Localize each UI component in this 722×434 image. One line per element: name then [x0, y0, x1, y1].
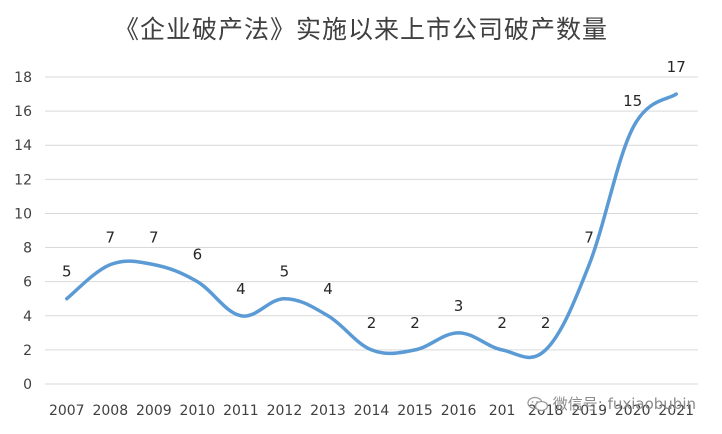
y-tick-label: 14	[14, 138, 32, 154]
x-tick-label: 2021	[658, 403, 694, 419]
y-tick-label: 18	[14, 70, 32, 86]
y-tick-label: 4	[23, 309, 32, 325]
x-tick-label: 2015	[397, 403, 433, 419]
data-label: 7	[584, 229, 594, 247]
data-label: 2	[410, 314, 420, 332]
y-tick-label: 10	[14, 206, 32, 222]
y-tick-label: 8	[23, 241, 32, 257]
y-tick-label: 6	[23, 275, 32, 291]
data-label: 6	[193, 246, 203, 264]
x-tick-label: 2020	[615, 403, 651, 419]
y-tick-label: 12	[14, 172, 32, 188]
x-tick-label: 2009	[136, 403, 172, 419]
y-tick-label: 0	[23, 377, 32, 393]
x-tick-label: 2013	[310, 403, 346, 419]
x-tick-label: 2014	[354, 403, 390, 419]
data-label: 17	[667, 58, 686, 76]
data-label: 4	[236, 280, 246, 298]
data-label: 2	[497, 314, 507, 332]
x-tick-label: 201	[489, 403, 516, 419]
data-label: 2	[541, 314, 551, 332]
series-line	[65, 92, 678, 360]
data-label: 7	[149, 229, 159, 247]
x-tick-label: 2011	[223, 403, 259, 419]
y-tick-label: 16	[14, 104, 32, 120]
chart-title: 《企业破产法》实施以来上市公司破产数量	[113, 15, 608, 44]
watermark-text: 微信号: fuxiaobubin	[552, 395, 696, 413]
data-label: 7	[106, 229, 116, 247]
watermark: 微信号: fuxiaobubin	[527, 393, 696, 414]
wechat-icon	[527, 396, 549, 412]
x-tick-label: 2012	[267, 403, 303, 419]
x-tick-label: 2007	[49, 403, 85, 419]
x-tick-label: 2016	[441, 403, 477, 419]
data-label: 15	[623, 92, 642, 110]
data-label: 3	[454, 297, 464, 315]
data-label: 5	[280, 263, 290, 281]
data-label: 2	[367, 314, 377, 332]
data-label: 4	[323, 280, 333, 298]
x-tick-label: 2008	[92, 403, 128, 419]
y-tick-label: 2	[23, 343, 32, 359]
data-label: 5	[62, 263, 72, 281]
x-tick-label: 2010	[180, 403, 216, 419]
x-tick-label: 2019	[571, 403, 607, 419]
